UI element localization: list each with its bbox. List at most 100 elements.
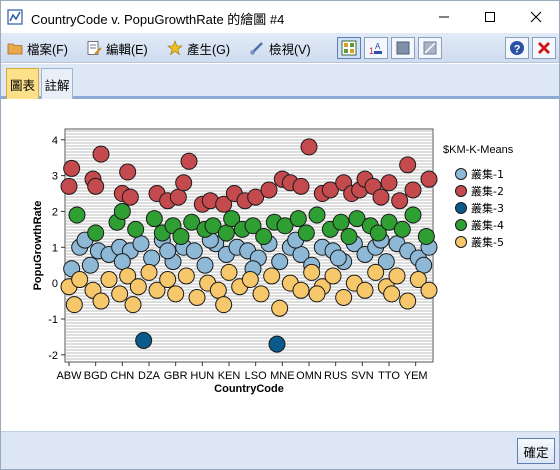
- toolbar-grid-button[interactable]: [337, 37, 361, 59]
- data-point: [60, 177, 78, 195]
- ok-button[interactable]: 確定: [517, 438, 555, 464]
- data-point: [119, 163, 137, 181]
- data-point: [399, 156, 417, 174]
- data-point: [241, 271, 259, 289]
- legend-label: 叢集-3: [471, 201, 504, 215]
- data-point: [185, 242, 203, 260]
- data-point: [420, 281, 438, 299]
- tab-notes[interactable]: 註解: [41, 68, 73, 99]
- y-tick-label: 1: [52, 242, 58, 254]
- maximize-button[interactable]: [467, 1, 513, 33]
- menu-file-label: 檔案(F): [27, 42, 68, 57]
- red-close-icon: [538, 42, 550, 54]
- data-point: [372, 188, 390, 206]
- menu-view[interactable]: 檢視(V): [249, 38, 311, 58]
- window-title: CountryCode v. PopuGrowthRate 的繪圖 #4: [31, 12, 285, 27]
- help-button[interactable]: ?: [505, 37, 529, 59]
- line-draw-icon: [423, 41, 437, 55]
- data-point: [377, 253, 395, 271]
- x-tick-label: MNE: [270, 370, 294, 382]
- x-tick-label: GBR: [164, 370, 188, 382]
- menu-generate-label: 產生(G): [187, 42, 231, 57]
- menu-generate[interactable]: 產生(G): [167, 38, 230, 58]
- data-point: [404, 181, 422, 199]
- data-point: [177, 267, 195, 285]
- data-point: [321, 181, 339, 199]
- legend-marker: [455, 219, 467, 231]
- data-point: [292, 177, 310, 195]
- data-point: [393, 220, 411, 238]
- data-point: [348, 210, 366, 228]
- edit-document-icon: [87, 41, 102, 55]
- data-point: [113, 202, 131, 220]
- legend-label: 叢集-5: [471, 235, 504, 249]
- data-point: [92, 145, 110, 163]
- data-point: [119, 267, 137, 285]
- legend-label: 叢集-2: [471, 184, 504, 198]
- data-point: [71, 271, 89, 289]
- y-tick-label: 0: [52, 278, 58, 290]
- menu-file[interactable]: 檔案(F): [7, 38, 68, 58]
- data-point: [383, 285, 401, 303]
- data-point: [145, 210, 163, 228]
- x-tick-label: OMN: [296, 370, 322, 382]
- legend-label: 叢集-4: [471, 218, 504, 232]
- data-point: [111, 285, 129, 303]
- svg-text:?: ?: [514, 43, 521, 55]
- data-point: [415, 256, 433, 274]
- data-point: [404, 206, 422, 224]
- data-point: [140, 263, 158, 281]
- data-point: [308, 285, 326, 303]
- data-point: [172, 228, 190, 246]
- data-point: [196, 256, 214, 274]
- maximize-icon: [485, 12, 495, 22]
- generate-star-icon: [167, 40, 183, 56]
- data-point: [87, 177, 105, 195]
- data-point: [335, 288, 353, 306]
- x-axis-label: CountryCode: [214, 383, 284, 395]
- data-point: [63, 159, 81, 177]
- close-plot-button[interactable]: [532, 37, 556, 59]
- close-icon: [530, 11, 542, 23]
- data-point: [113, 253, 131, 271]
- data-point: [68, 206, 86, 224]
- tab-chart[interactable]: 圖表: [6, 68, 39, 99]
- y-axis-label: PopuGrowthRate: [32, 201, 44, 291]
- data-point: [87, 224, 105, 242]
- data-point: [329, 249, 347, 267]
- chart-app-icon: [7, 9, 23, 25]
- minimize-button[interactable]: [421, 1, 467, 33]
- y-tick-label: 2: [52, 206, 58, 218]
- minimize-icon: [439, 16, 449, 18]
- legend-marker: [455, 168, 467, 180]
- window-close-button[interactable]: [513, 1, 559, 33]
- data-point: [167, 285, 185, 303]
- data-point: [417, 228, 435, 246]
- data-point: [175, 174, 193, 192]
- data-point: [332, 213, 350, 231]
- data-point: [92, 292, 110, 310]
- x-tick-label: YEM: [404, 370, 428, 382]
- data-point: [380, 213, 398, 231]
- data-point: [100, 271, 118, 289]
- menu-edit[interactable]: 編輯(E): [86, 38, 148, 58]
- folder-icon: [7, 43, 23, 55]
- legend-marker: [455, 185, 467, 197]
- toolbar-line-button[interactable]: [418, 37, 442, 59]
- x-tick-label: TTO: [378, 370, 400, 382]
- scatter-chart: -2 -1 0 1 2 3 4 ABW BGD CHN DZA GBR HUN KEN LSO MNE OMN R…: [32, 128, 514, 395]
- data-point: [121, 188, 139, 206]
- x-tick-label: KEN: [218, 370, 241, 382]
- x-tick-label: RUS: [324, 370, 347, 382]
- data-point: [180, 152, 198, 170]
- region-square-icon: [396, 41, 410, 55]
- data-point: [252, 285, 270, 303]
- data-point: [409, 271, 427, 289]
- toolbar-region-button[interactable]: [391, 37, 415, 59]
- y-tick-label: -1: [48, 314, 58, 326]
- data-point: [340, 228, 358, 246]
- data-point: [289, 210, 307, 228]
- data-point: [217, 224, 235, 242]
